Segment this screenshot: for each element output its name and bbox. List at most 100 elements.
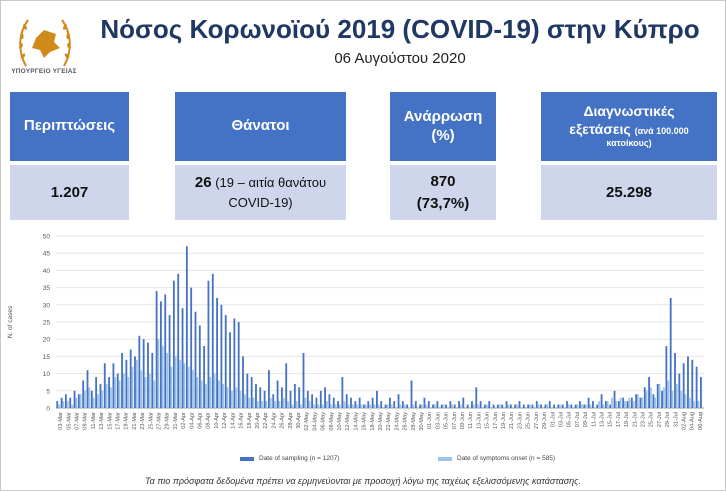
x-tick-label: 14-May (353, 412, 359, 431)
y-tick-label: 10 (43, 371, 51, 378)
report-date: 06 Αυγούστου 2020 (334, 50, 466, 67)
x-tick-label: 11-Jul (591, 412, 597, 427)
bar-onset (114, 377, 117, 408)
bar-onset (256, 401, 259, 408)
bar-sampling (678, 373, 681, 408)
x-tick-label: 02-Aug (681, 412, 687, 430)
bar-sampling (82, 380, 85, 408)
tests-label-small: (ανά 100.000 (634, 125, 689, 136)
bar-onset (75, 397, 78, 408)
bar-onset (131, 366, 134, 408)
bar-onset (559, 404, 562, 408)
bar-onset (282, 397, 285, 408)
bar-sampling (103, 363, 106, 408)
page-title: Νόσος Κορωνοϊού 2019 (COVID-19) στην Κύπ… (100, 14, 700, 44)
x-tick-label: 19-Jul (624, 412, 630, 427)
y-tick-label: 50 (43, 234, 51, 241)
bar-onset (166, 352, 168, 408)
x-tick-label: 04-May (312, 412, 318, 431)
x-tick-label: 29-Jul (665, 412, 671, 427)
bar-sampling (596, 404, 599, 408)
bar-sampling (656, 383, 659, 408)
bar-onset (62, 401, 65, 408)
bar-onset (127, 377, 130, 408)
bar-onset (261, 401, 264, 408)
x-tick-label: 22-May (386, 412, 392, 431)
x-tick-label: 24-Apr (271, 412, 277, 429)
bar-sampling (466, 404, 469, 408)
deaths-card-value: 26 (19 – αιτία θανάτου COVID-19) (175, 165, 346, 220)
bar-onset (79, 394, 82, 408)
bar-sampling (64, 394, 67, 408)
bar-onset (485, 404, 488, 408)
bar-sampling (134, 356, 136, 408)
cases-value: 1.207 (50, 183, 89, 201)
bar-onset (300, 404, 302, 408)
bar-sampling (77, 394, 80, 408)
bar-onset (602, 404, 605, 408)
bar-sampling (350, 397, 352, 408)
x-tick-label: 17-Jun (493, 412, 499, 429)
x-tick-label: 09-Jul (583, 412, 589, 427)
x-tick-label: 27-Jul (657, 412, 663, 427)
bar-onset (442, 404, 445, 408)
bar-onset (360, 404, 363, 408)
deaths-detail-line2: COVID-19) (228, 194, 293, 210)
bar-sampling (147, 342, 149, 408)
bar-onset (615, 401, 618, 408)
bar-sampling (423, 397, 426, 408)
bar-onset (265, 401, 268, 408)
bar-sampling (345, 394, 348, 408)
bar-sampling (255, 383, 257, 408)
bar-onset (110, 387, 112, 408)
bar-onset (230, 390, 233, 408)
bar-sampling (574, 404, 577, 408)
x-tick-label: 26-May (403, 412, 409, 431)
bar-sampling (69, 397, 72, 408)
bar-sampling (203, 346, 206, 408)
bar-onset (174, 356, 177, 408)
bar-onset (434, 404, 436, 408)
bar-onset (567, 404, 570, 408)
deaths-detail-line1: (19 – αιτία θανάτου (215, 175, 327, 191)
bar-sampling (367, 401, 370, 408)
bar-sampling (397, 394, 400, 408)
bar-onset (97, 394, 99, 408)
bar-onset (187, 366, 190, 408)
bar-onset (386, 404, 389, 408)
bar-sampling (514, 404, 517, 408)
bar-onset (338, 404, 341, 408)
tests-label-line1: Διαγνωστικές (583, 103, 675, 120)
bar-sampling (99, 383, 102, 408)
bar-onset (334, 404, 337, 408)
bar-sampling (363, 404, 365, 408)
x-tick-label: 08-May (329, 412, 335, 431)
x-tick-label: 10-May (337, 412, 343, 431)
x-tick-label: 05-Jul (567, 412, 573, 427)
x-tick-label: 25-Jun (526, 412, 532, 429)
bar-onset (157, 339, 160, 408)
bar-onset (66, 401, 69, 408)
bar-onset (399, 404, 402, 408)
logo-caption: ΥΠΟΥΡΓΕΙΟ ΥΓΕΙΑΣ (11, 68, 77, 75)
bar-onset (654, 397, 657, 408)
bar-onset (477, 404, 480, 408)
bar-onset (637, 394, 639, 408)
x-tick-label: 21-Jul (632, 412, 638, 427)
bar-sampling (272, 394, 275, 408)
bar-sampling (207, 280, 210, 408)
x-tick-label: 05-Mar (66, 412, 72, 430)
bar-onset (645, 390, 648, 408)
deaths-label: Θάνατοι (231, 117, 290, 135)
bar-sampling (449, 401, 452, 408)
bar-sampling (652, 394, 655, 408)
bar-onset (537, 404, 540, 408)
x-tick-label: 04-Aug (690, 412, 696, 430)
bar-onset (459, 404, 462, 408)
bar-sampling (285, 363, 288, 408)
bar-onset (369, 404, 372, 408)
bar-onset (619, 397, 622, 408)
bar-sampling (566, 401, 568, 408)
bar-onset (688, 397, 691, 408)
cases-card-header: Περιπτώσεις (10, 92, 129, 161)
